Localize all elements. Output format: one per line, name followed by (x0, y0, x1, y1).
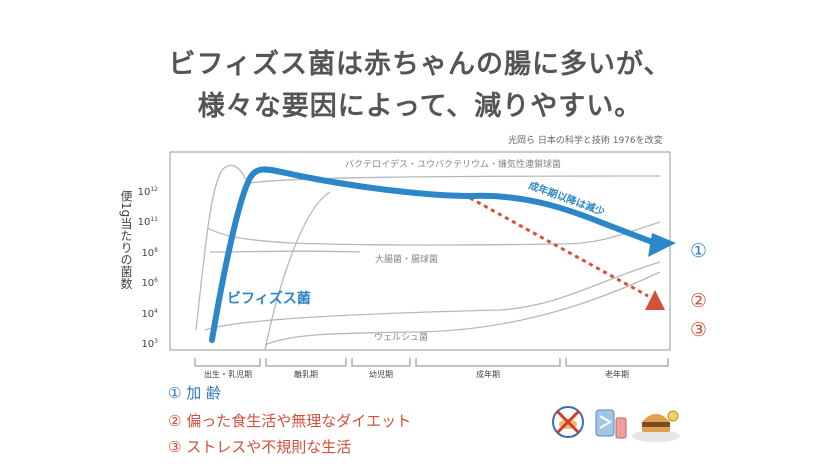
page-title-line1: ビフィズス菌は赤ちゃんの腸に多いが、 (168, 49, 672, 80)
plot-frame (169, 151, 671, 351)
infant-curve (209, 250, 361, 253)
y-tick-1e12: 1012 (138, 186, 159, 198)
age-axis (194, 358, 669, 367)
stress-icon (595, 409, 627, 439)
welchii-curve (264, 271, 661, 346)
marker-1: ① (690, 240, 707, 262)
no-food-icon (552, 406, 584, 438)
age-period-weaning: 離乳期 (294, 369, 318, 379)
y-tick-1e3: 103 (141, 338, 158, 350)
ecoli-curve (207, 221, 661, 246)
y-tick-1e6: 106 (141, 277, 158, 289)
early-curve (264, 191, 331, 351)
marker-3: ③ (690, 319, 707, 341)
age-period-infancy: 出生・乳児期 (204, 369, 252, 379)
age-period-old-age: 老年期 (605, 369, 629, 379)
legend-item-stress: ③ ストレスや不規則な生活 (168, 438, 352, 456)
age-period-childhood: 幼児期 (369, 369, 393, 379)
legend-item-diet: ② 偏った食生活や無理なダイエット (168, 412, 412, 430)
junk-food-icon (632, 410, 680, 442)
y-ticks: 1012 1011 108 106 104 103 (138, 186, 159, 350)
ecoli-label: 大腸菌・腸球菌 (375, 253, 438, 265)
bacteroides-label: バクテロイデス・ユウバクテリウム・嫌気性連鎖球菌 (345, 158, 561, 170)
y-tick-1e11: 1011 (138, 216, 159, 228)
decline-arrowhead (645, 290, 665, 310)
icon-group (552, 406, 680, 442)
welchii-label: ウェルシュ菌 (374, 331, 428, 343)
bifido-curve (209, 166, 663, 343)
mid-curve (204, 261, 661, 331)
source-citation: 光岡ら 日本の科学と技術 1976を改変 (508, 136, 663, 146)
y-tick-1e8: 108 (141, 247, 158, 259)
legend-item-aging: ① 加 齢 (168, 384, 221, 402)
y-tick-1e4: 104 (141, 308, 158, 320)
bifido-label: ビフィズス菌 (227, 290, 311, 307)
decline-dotted-line (469, 196, 649, 298)
page-title-line2: 様々な要因によって、減りやすい。 (197, 91, 643, 122)
y-axis-label: 便1g当たりの菌数 (119, 190, 133, 290)
bifido-arrowhead (648, 233, 676, 257)
marker-2: ② (690, 290, 707, 312)
bacteroides-curve (195, 164, 661, 331)
age-period-adulthood: 成年期 (476, 369, 500, 379)
